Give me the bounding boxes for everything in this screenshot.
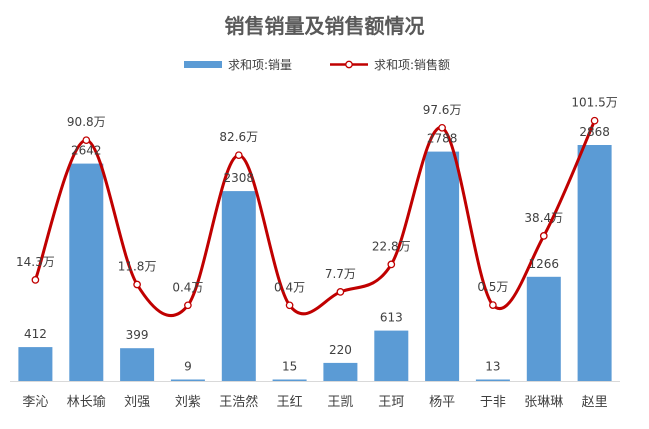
sales-amount-line — [33, 120, 596, 317]
sales-amount-label-5: 0.4万 — [274, 280, 305, 294]
bar-value-label-11: 2868 — [579, 125, 610, 139]
bar-2 — [120, 348, 155, 381]
sales-amount-label-8: 97.6万 — [423, 103, 462, 117]
bar-value-label-4: 2308 — [224, 171, 255, 185]
sales-amount-point-9 — [489, 301, 497, 309]
sales-amount-label-4: 82.6万 — [219, 130, 258, 144]
sales-amount-label-11: 101.5万 — [571, 96, 617, 110]
bar-value-label-9: 13 — [485, 360, 500, 374]
bar-value-label-0: 412 — [24, 327, 47, 341]
legend-line-marker — [345, 60, 353, 69]
legend: 求和项:销量 求和项:销售额 — [184, 57, 450, 72]
sales-amount-point-8 — [438, 123, 446, 132]
chart-title: 销售销量及销售额情况 — [225, 14, 425, 38]
category-label-7: 王珂 — [378, 395, 404, 410]
sales-amount-point-6 — [336, 288, 345, 296]
sales-amount-point-10 — [539, 232, 548, 240]
bar-value-label-5: 15 — [282, 360, 297, 374]
bar-4 — [221, 191, 256, 381]
legend-bar-label: 求和项:销量 — [228, 58, 292, 72]
bar-3 — [170, 379, 205, 381]
bar-value-label-8: 2788 — [427, 132, 458, 146]
category-label-1: 林长瑜 — [67, 395, 106, 410]
sales-amount-label-10: 38.4万 — [524, 211, 563, 225]
bar-value-label-1: 2642 — [71, 144, 102, 158]
category-label-5: 王红 — [277, 394, 303, 410]
category-label-2: 刘强 — [124, 395, 150, 410]
sales-amount-label-6: 7.7万 — [325, 267, 356, 281]
line-layer — [31, 116, 599, 317]
sales-amount-point-2 — [133, 280, 141, 289]
sales-amount-point-11 — [590, 116, 599, 125]
category-label-0: 李沁 — [22, 395, 48, 410]
bar-7 — [374, 330, 409, 381]
sales-amount-label-2: 11.8万 — [118, 260, 157, 274]
labels-layer: 412 李沁 2642 林长瑜 399 刘强 9 刘紫 2308 王浩然 15 王红 220 王凯 613 王… — [16, 96, 618, 410]
sales-amount-point-4 — [234, 151, 243, 160]
category-label-3: 刘紫 — [175, 395, 201, 410]
sales-amount-label-9: 0.5万 — [477, 280, 508, 294]
category-label-6: 王凯 — [327, 395, 353, 410]
legend-line-label: 求和项:销售额 — [374, 57, 450, 72]
bar-value-label-7: 613 — [380, 311, 403, 325]
sales-amount-label-7: 22.8万 — [372, 239, 411, 253]
category-label-9: 于非 — [480, 395, 506, 410]
bar-1 — [69, 163, 104, 381]
bar-value-label-10: 1266 — [529, 257, 560, 271]
category-label-4: 王浩然 — [219, 394, 258, 410]
sales-amount-point-1 — [82, 136, 91, 145]
category-label-11: 赵里 — [582, 395, 608, 410]
bar-5 — [272, 379, 307, 381]
sales-amount-label-1: 90.8万 — [67, 115, 106, 129]
bar-11 — [577, 145, 612, 381]
sales-amount-point-3 — [184, 301, 192, 310]
bar-8 — [425, 151, 460, 381]
sales-amount-point-5 — [285, 301, 294, 310]
category-label-8: 杨平 — [429, 395, 455, 410]
bar-value-label-6: 220 — [329, 343, 352, 357]
legend-bar-swatch — [184, 61, 222, 68]
sales-amount-label-0: 14.3万 — [16, 255, 55, 269]
bar-0 — [18, 347, 53, 381]
sales-amount-point-7 — [387, 260, 396, 269]
bar-9 — [475, 379, 510, 381]
bar-value-label-2: 399 — [126, 328, 149, 342]
sales-amount-label-3: 0.4万 — [172, 280, 203, 294]
bars-layer — [18, 145, 612, 381]
bar-value-label-3: 9 — [184, 360, 192, 374]
bar-6 — [323, 362, 358, 381]
sales-amount-point-0 — [31, 276, 40, 284]
category-label-10: 张琳琳 — [524, 395, 563, 410]
bar-10 — [526, 276, 561, 381]
